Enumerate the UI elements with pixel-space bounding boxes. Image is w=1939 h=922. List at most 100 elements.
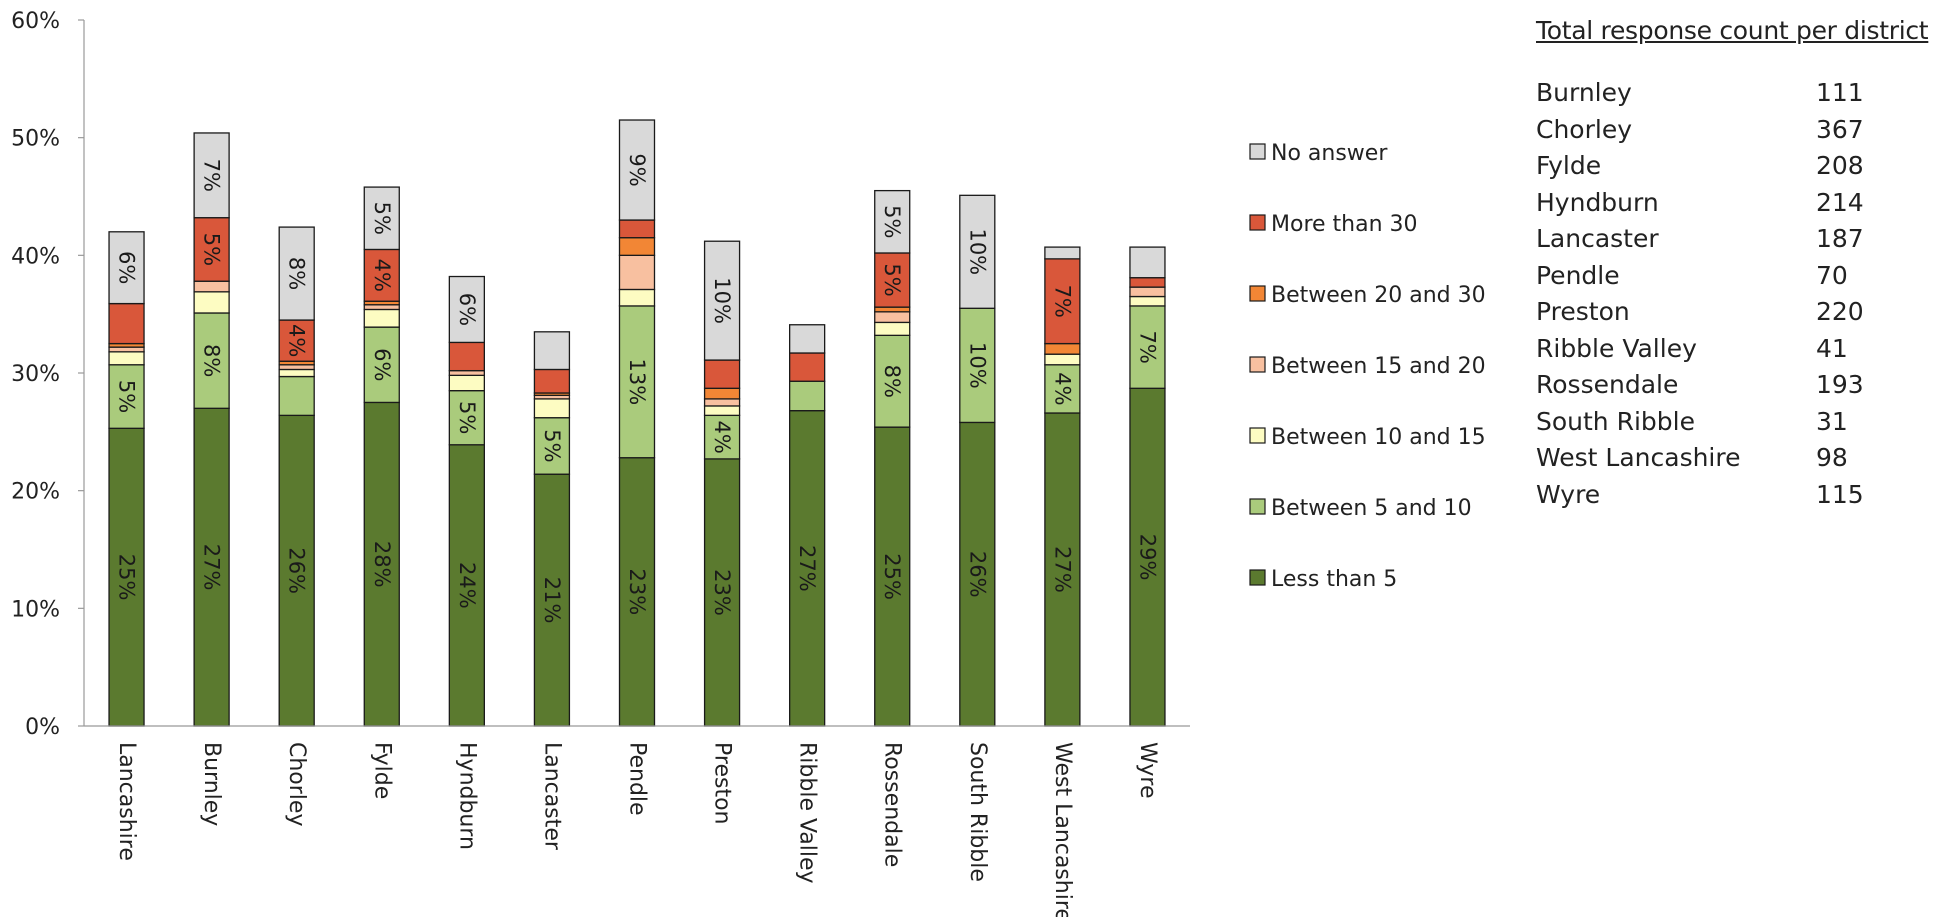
bar-segment-between-10-and-15 xyxy=(703,405,741,417)
y-tick-label: 10% xyxy=(11,597,60,622)
bars: 25%5%6%27%8%5%7%26%4%8%28%6%4%5%24%5%6%2… xyxy=(108,119,1166,727)
data-label: 4% xyxy=(710,420,734,453)
data-label: 9% xyxy=(625,153,649,186)
bar-stack-fylde: 28% 6% 4% 5% xyxy=(363,186,400,727)
bar-stack-hyndburn: 24% 5% 6% xyxy=(448,275,485,727)
bar-segment-no-answer xyxy=(1129,246,1166,279)
bar-segment-between-20-and-30 xyxy=(874,306,911,313)
data-label: 8% xyxy=(285,257,309,290)
data-label: 10% xyxy=(965,342,989,389)
bar-stack-ribble-valley: 27% xyxy=(789,324,826,727)
bar-segment-between-5-and-10 xyxy=(193,312,230,409)
bar-segment-less-than-5 xyxy=(1129,387,1166,727)
district-name: Chorley xyxy=(1536,114,1632,144)
bar-segment-no-answer xyxy=(789,324,826,354)
bar-segment-no-answer xyxy=(108,231,145,305)
x-tick-label: Ribble Valley xyxy=(795,742,820,884)
legend-label: Between 10 and 15 xyxy=(1271,425,1486,450)
y-tick-label: 0% xyxy=(25,715,60,740)
data-label: 4% xyxy=(370,259,394,292)
bar-segment-no-answer xyxy=(1044,246,1081,260)
legend-swatch xyxy=(1249,427,1266,444)
bar-segment-no-answer xyxy=(959,194,996,309)
bar-segment-more-than-30 xyxy=(789,352,826,382)
bar-segment-between-10-and-15 xyxy=(1044,353,1081,366)
legend-item-between-10-and-15: Between 10 and 15 xyxy=(1249,425,1486,450)
response-count-row: Chorley 367 xyxy=(1536,112,1936,149)
district-name: South Ribble xyxy=(1536,406,1695,436)
legend-label: Between 20 and 30 xyxy=(1271,283,1486,308)
bar-segment-more-than-30 xyxy=(874,252,911,308)
data-label: 27% xyxy=(200,544,224,591)
district-name: Ribble Valley xyxy=(1536,333,1697,363)
bar-segment-between-20-and-30 xyxy=(618,237,656,256)
data-label: 5% xyxy=(540,429,564,462)
bar-segment-between-20-and-30 xyxy=(1044,342,1081,355)
bar-stack-chorley: 26% 4% 8% xyxy=(278,226,315,727)
y-tick-label: 50% xyxy=(11,127,60,152)
bar-segment-between-5-and-10 xyxy=(278,375,315,417)
legend-label: More than 30 xyxy=(1271,212,1418,237)
bar-segment-between-20-and-30 xyxy=(703,387,741,400)
response-count-table: Total response count per district Burnle… xyxy=(1536,16,1936,513)
data-label: 13% xyxy=(625,358,649,405)
x-tick-label: Pendle xyxy=(625,742,650,816)
bar-segment-no-answer xyxy=(363,186,400,251)
response-count-rows: Burnley 111 Chorley 367 Fylde 208 Hyndburn 214 L… xyxy=(1536,75,1936,513)
bar-segment-between-10-and-15 xyxy=(533,398,571,419)
legend-item-less-than-5: Less than 5 xyxy=(1249,567,1397,592)
bar-stack-lancaster: 21% 5% xyxy=(533,331,571,727)
bar-segment-between-15-and-20 xyxy=(448,369,485,377)
district-count: 208 xyxy=(1816,151,1864,180)
y-tick-label: 60% xyxy=(11,9,60,34)
legend-swatch xyxy=(1249,356,1266,373)
district-name: Rossendale xyxy=(1536,370,1679,399)
x-tick-label: West Lancashire xyxy=(1050,742,1075,917)
bar-segment-between-15-and-20 xyxy=(363,304,400,311)
bar-segment-between-10-and-15 xyxy=(193,291,230,314)
bar-segment-less-than-5 xyxy=(703,458,741,727)
bar-segment-between-10-and-15 xyxy=(108,351,145,366)
data-label: 7% xyxy=(1050,285,1074,318)
data-label: 6% xyxy=(115,251,139,284)
data-label: 10% xyxy=(710,277,734,324)
legend-swatch xyxy=(1249,214,1266,231)
data-label: 5% xyxy=(115,380,139,413)
bar-segment-less-than-5 xyxy=(363,401,400,727)
response-count-row: Hyndburn 214 xyxy=(1536,185,1936,222)
y-tick-label: 20% xyxy=(11,480,60,505)
district-name: Burnley xyxy=(1536,78,1632,107)
response-count-row: Burnley 111 xyxy=(1536,75,1936,112)
data-label: 29% xyxy=(1135,534,1159,581)
legend-swatch xyxy=(1249,143,1266,160)
bar-segment-between-5-and-10 xyxy=(959,307,996,424)
y-tick-label: 30% xyxy=(11,362,60,387)
district-count: 111 xyxy=(1816,78,1864,107)
data-label: 6% xyxy=(370,348,394,381)
bar-segment-between-5-and-10 xyxy=(533,417,571,475)
bar-segment-no-answer xyxy=(874,189,911,254)
data-label: 8% xyxy=(200,344,224,377)
bar-stack-wyre: 29% 7% xyxy=(1129,246,1166,727)
bar-segment-more-than-30 xyxy=(618,219,656,239)
bar-segment-between-15-and-20 xyxy=(278,364,315,371)
x-tick-label: Lancaster xyxy=(539,742,564,851)
bar-segment-less-than-5 xyxy=(278,414,315,727)
bar-stack-rossendale: 25% 8% 5% 5% xyxy=(874,189,911,727)
y-axis: 0% 10% 20% 30% 40% 50% 60% xyxy=(11,9,85,740)
district-name: Hyndburn xyxy=(1536,187,1659,217)
bar-segment-between-5-and-10 xyxy=(1044,364,1081,414)
y-tick-label: 40% xyxy=(11,244,60,269)
bar-segment-between-5-and-10 xyxy=(448,389,485,446)
bar-segment-no-answer xyxy=(533,331,571,371)
x-tick-label: Burnley xyxy=(199,742,224,826)
bar-segment-between-5-and-10 xyxy=(1129,305,1166,389)
bar-stack-west-lancashire: 27% 4% 7% xyxy=(1044,246,1081,727)
data-label: 25% xyxy=(115,554,139,601)
bar-segment-more-than-30 xyxy=(448,341,485,372)
legend-item-between-15-and-20: Between 15 and 20 xyxy=(1249,354,1486,379)
x-tick-label: Wyre xyxy=(1135,742,1160,798)
bar-segment-between-5-and-10 xyxy=(363,326,400,404)
